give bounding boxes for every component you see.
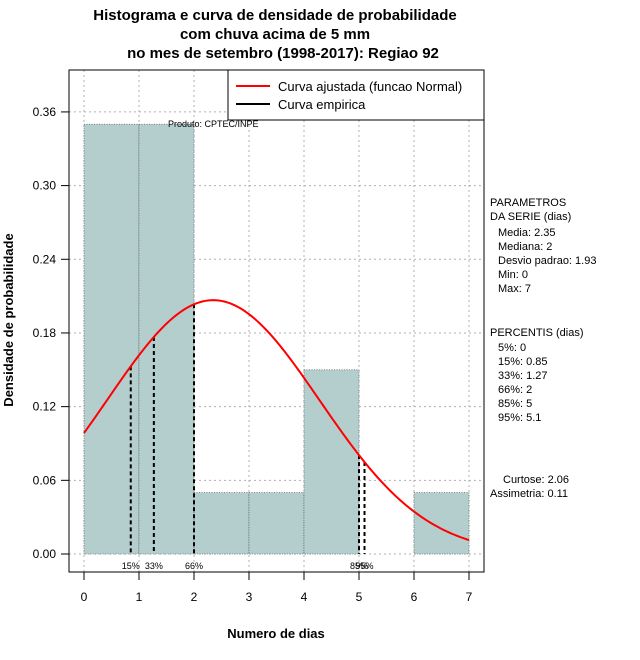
x-tick-label: 1 xyxy=(136,590,143,604)
stats-params-title-1: PARAMETROS xyxy=(490,197,566,209)
stats-min: Min: 0 xyxy=(498,269,528,281)
stats-params-title-2: DA SERIE (dias) xyxy=(490,211,571,223)
y-tick-label: 0.06 xyxy=(33,473,57,487)
y-tick-label: 0.00 xyxy=(33,547,57,561)
stats-percentis-title: PERCENTIS (dias) xyxy=(490,327,584,339)
stats-p5: 5%: 0 xyxy=(498,342,526,354)
stats-media: Media: 2.35 xyxy=(498,227,555,239)
x-axis: 0 1 2 3 4 5 6 7 xyxy=(81,572,473,604)
stats-p95: 95%: 5.1 xyxy=(498,412,541,424)
y-tick-label: 0.30 xyxy=(33,179,57,193)
stats-p85: 85%: 5 xyxy=(498,398,532,410)
chart-title-line-3: no mes de setembro (1998-2017): Regiao 9… xyxy=(127,45,439,62)
x-tick-label: 0 xyxy=(81,590,88,604)
legend-fit-label: Curva ajustada (funcao Normal) xyxy=(278,79,462,94)
percentile-label: 33% xyxy=(145,561,163,571)
x-tick-label: 6 xyxy=(411,590,418,604)
stats-desvio: Desvio padrao: 1.93 xyxy=(498,255,596,267)
stats-p15: 15%: 0.85 xyxy=(498,356,548,368)
percentile-label: 66% xyxy=(185,561,203,571)
y-axis-label: Densidade de probabilidade xyxy=(1,233,16,406)
stats-curtose: Curtose: 2.06 xyxy=(503,474,569,486)
y-tick-label: 0.18 xyxy=(33,326,57,340)
histogram-bars xyxy=(83,123,470,555)
percentile-lines xyxy=(129,304,366,554)
percentile-label: 85% xyxy=(350,561,368,571)
histogram-bar xyxy=(413,492,470,555)
stats-mediana: Mediana: 2 xyxy=(498,241,552,253)
stats-panel: PARAMETROS DA SERIE (dias) Media: 2.35 M… xyxy=(490,197,596,500)
source-annotation: Produto: CPTEC/INPE xyxy=(168,119,259,129)
percentile-labels: 15% 33% 66% 85%95% xyxy=(122,561,374,571)
y-tick-label: 0.12 xyxy=(33,400,57,414)
stats-p66: 66%: 2 xyxy=(498,384,532,396)
normal-fit-curve xyxy=(83,299,470,542)
x-tick-label: 4 xyxy=(301,590,308,604)
x-tick-label: 7 xyxy=(466,590,473,604)
stats-max: Max: 7 xyxy=(498,283,531,295)
x-tick-label: 3 xyxy=(246,590,253,604)
y-tick-label: 0.36 xyxy=(33,105,57,119)
x-axis-label: Numero de dias xyxy=(227,626,325,641)
legend-empirical-label: Curva empirica xyxy=(278,97,366,112)
histogram-bar xyxy=(303,369,360,555)
histogram-bar xyxy=(138,123,195,555)
y-axis: 0.00 0.06 0.12 0.18 0.24 0.30 0.36 xyxy=(33,105,69,561)
legend: Curva ajustada (funcao Normal) Curva emp… xyxy=(227,69,485,121)
histogram-bar xyxy=(248,492,305,555)
histogram-bar xyxy=(193,492,250,555)
histogram-bar xyxy=(83,123,140,555)
chart-title-line-2: com chuva acima de 5 mm xyxy=(180,26,370,43)
stats-p33: 33%: 1.27 xyxy=(498,370,548,382)
percentile-label: 95% xyxy=(355,561,373,571)
x-tick-label: 2 xyxy=(191,590,198,604)
x-tick-label: 5 xyxy=(356,590,363,604)
chart-title-line-1: Histograma e curva de densidade de proba… xyxy=(93,7,456,24)
stats-assimetria: Assimetria: 0.11 xyxy=(490,488,568,500)
y-tick-label: 0.24 xyxy=(33,252,57,266)
percentile-label: 15% xyxy=(122,561,140,571)
legend-box xyxy=(227,69,485,121)
